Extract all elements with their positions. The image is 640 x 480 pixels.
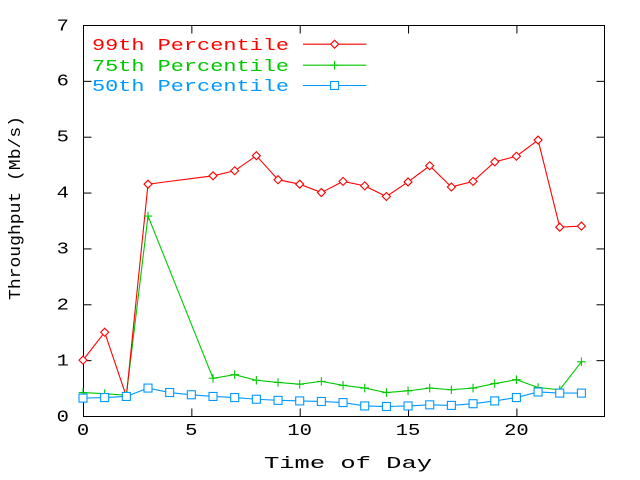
svg-text:0: 0 [57, 409, 69, 428]
svg-text:20: 20 [504, 422, 529, 441]
svg-text:Throughput (Mb/s): Throughput (Mb/s) [7, 116, 26, 300]
svg-text:1: 1 [57, 353, 69, 372]
svg-text:75th Percentile: 75th Percentile [92, 58, 289, 77]
svg-text:15: 15 [396, 422, 421, 441]
svg-text:50th Percentile: 50th Percentile [92, 78, 289, 97]
svg-text:2: 2 [57, 297, 69, 316]
svg-text:99th Percentile: 99th Percentile [92, 37, 289, 56]
svg-text:0: 0 [77, 422, 89, 441]
svg-text:4: 4 [57, 185, 69, 204]
svg-text:Time of Day: Time of Day [264, 455, 432, 474]
svg-text:7: 7 [57, 18, 69, 37]
svg-text:3: 3 [57, 241, 69, 260]
svg-text:10: 10 [287, 422, 312, 441]
svg-text:5: 5 [185, 422, 197, 441]
svg-text:5: 5 [57, 129, 69, 148]
svg-text:6: 6 [57, 73, 69, 92]
